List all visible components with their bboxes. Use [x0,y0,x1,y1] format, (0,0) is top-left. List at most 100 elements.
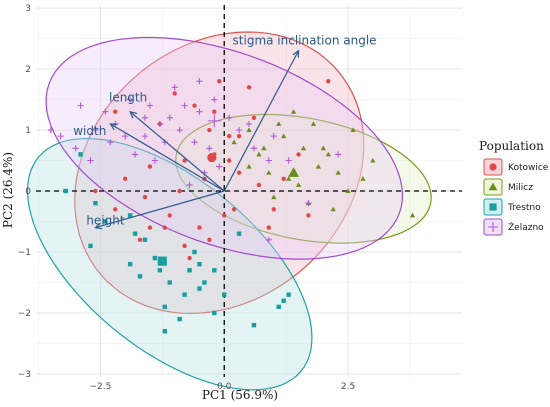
point-square [197,286,202,291]
point-square [127,261,133,267]
point-square [276,304,281,310]
point-circle [207,127,212,133]
x-tick-label: −2.5 [89,382,111,392]
x-tick-label: 2.5 [341,382,355,392]
point-square [88,243,93,249]
point-circle [167,213,172,218]
point-plus [57,133,64,140]
point-square [132,231,138,236]
point-square [137,274,143,279]
legend-key-marker [488,182,498,191]
y-axis-label: PC2 (26.4%) [1,152,15,228]
point-plus [141,133,149,140]
point-triangle [320,145,326,151]
point-square [162,329,167,334]
point-triangle [261,145,267,151]
point-plus [102,108,109,115]
point-triangle [409,212,416,218]
point-plus [305,200,312,207]
point-triangle [285,176,292,181]
point-circle [147,164,153,169]
y-tick-label: −3 [18,370,31,380]
point-triangle [360,176,366,181]
point-triangle [290,109,297,114]
vector-label: length [109,91,147,105]
point-circle [251,115,257,121]
legend-label: Trestno [507,203,541,213]
point-plus [72,145,79,152]
point-circle [113,109,118,114]
point-triangle [345,188,351,193]
point-square [192,249,197,255]
point-square [182,292,187,297]
centroids [157,114,300,266]
point-plus [216,163,223,170]
y-tick-label: 0 [25,187,31,197]
point-plus [127,96,134,103]
point-plus [151,157,158,164]
point-square [187,268,192,273]
point-plus [186,181,193,188]
point-square [142,237,148,242]
point-plus [196,78,203,85]
point-circle [172,91,177,96]
point-triangle [295,182,302,187]
vector-label: height [86,214,125,228]
point-plus [131,151,139,158]
point-plus [176,126,183,134]
point-circle [142,194,148,200]
point-circle [256,182,262,188]
point-triangle [330,206,336,212]
x-axis-label: PC1 (56.9%) [202,388,278,402]
point-plus [92,126,99,134]
y-tick-label: −2 [18,309,31,319]
point-triangle [315,163,321,169]
point-square [152,255,158,261]
point-square [281,298,286,303]
legend-label: Żelazno [508,222,544,233]
point-plus [236,126,243,134]
y-tick-label: −1 [18,248,31,258]
y-tick-label: 2 [25,65,31,75]
point-plus [146,102,154,109]
point-circle [182,243,187,249]
point-square [127,213,133,218]
y-tick-label: 1 [25,126,31,136]
vector-label: stigma inclination angle [233,34,377,48]
point-circle [306,213,311,218]
confidence-ellipses [26,31,432,391]
point-triangle [325,151,331,157]
point-plus [270,133,277,140]
legend-title: Population [479,139,544,153]
point-circle [122,176,128,182]
point-circle [222,213,227,218]
centroid-circle [207,152,217,163]
point-triangle [281,133,287,139]
point-circle [93,188,98,194]
point-square [236,231,242,236]
point-circle [182,158,187,163]
vector-arrowhead [94,222,103,230]
point-triangle [266,170,272,175]
point-plus [181,102,188,109]
ellipse-żelazno [45,36,404,260]
point-circle [177,188,182,194]
point-square [212,268,217,273]
point-plus [265,157,272,164]
ellipse-kotowice [74,31,365,315]
point-triangle [246,163,252,169]
x-tick-label: 0.0 [217,382,232,392]
vector-line [109,123,225,192]
point-triangle [246,127,252,132]
point-triangle [276,121,282,126]
point-triangle [310,121,317,126]
point-plus [156,120,163,127]
point-circle [113,207,118,212]
centroid-triangle [288,167,300,177]
legend-label: Milicz [508,183,533,193]
point-plus [211,96,218,103]
point-circle [217,79,222,84]
point-triangle [370,157,376,163]
point-circle [266,225,272,230]
